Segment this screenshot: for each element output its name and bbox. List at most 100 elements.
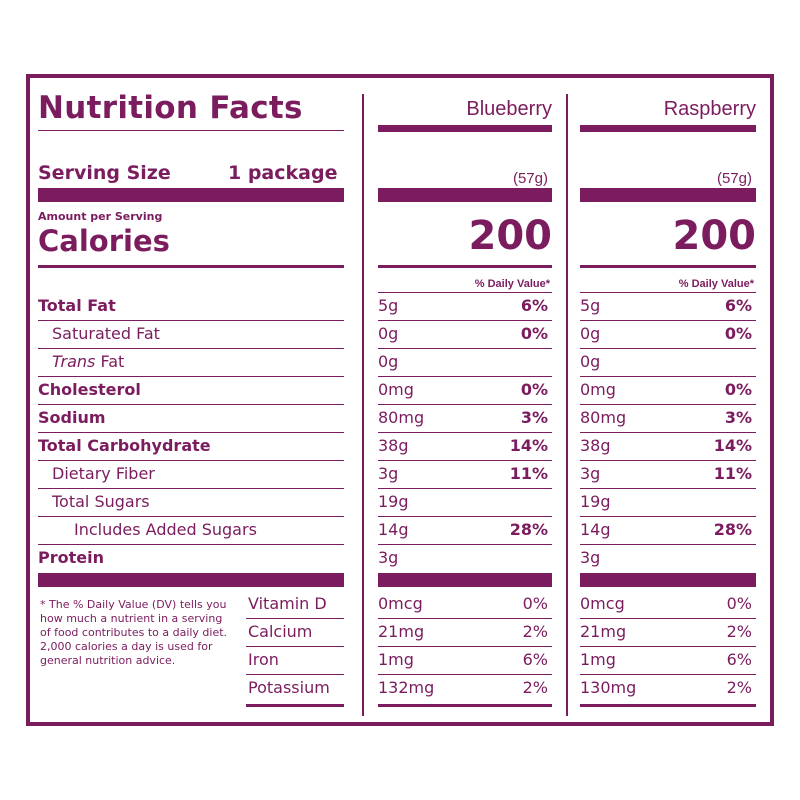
vitamin-label: Potassium [248, 678, 330, 697]
row-rule [580, 460, 756, 461]
nutrient-daily-value: 11% [713, 464, 752, 483]
row-rule [580, 376, 756, 377]
vitamin-row-rule [580, 618, 756, 619]
nutrient-daily-value: 0% [724, 324, 752, 343]
serving-bar [378, 188, 552, 202]
daily-value-footnote: * The % Daily Value (DV) tells you how m… [40, 598, 228, 667]
row-rule [580, 348, 756, 349]
row-rule [378, 404, 552, 405]
nutrient-daily-value: 14% [509, 436, 548, 455]
nutrient-amount: 0g [378, 324, 399, 343]
vitamin-bottom-rule [246, 704, 344, 707]
nutrient-amount: 14g [378, 520, 409, 539]
nutrient-amount: 0g [580, 324, 601, 343]
dv-header-rule [580, 292, 756, 293]
calories-value: 200 [672, 213, 757, 259]
panel-title: Nutrition Facts [38, 90, 303, 126]
row-rule [378, 320, 552, 321]
daily-value-header: % Daily Value* [678, 278, 754, 290]
vitamin-row-rule [246, 674, 344, 675]
vitamin-amount: 0mcg [580, 594, 625, 613]
serving-size-label: Serving Size [38, 162, 171, 184]
nutrient-amount: 80mg [580, 408, 627, 427]
serving-bar [580, 188, 756, 202]
row-rule [378, 488, 552, 489]
calories-rule [38, 265, 344, 268]
nutrient-daily-value: 28% [509, 520, 548, 539]
vitamin-amount: 21mg [378, 622, 425, 641]
row-rule [378, 348, 552, 349]
vitamin-row-rule [580, 674, 756, 675]
nutrient-label-text: Includes Added Sugars [74, 520, 257, 539]
vitamin-label: Vitamin D [248, 594, 327, 613]
nutrient-label-text: Protein [38, 548, 104, 567]
row-rule [580, 516, 756, 517]
protein-bar [580, 573, 756, 587]
nutrient-label-text: Total Carbohydrate [38, 436, 211, 455]
nutrient-label-text: Saturated Fat [52, 324, 160, 343]
flavor-name: Raspberry [663, 98, 756, 120]
row-rule [38, 404, 344, 405]
protein-bar [38, 573, 344, 587]
vitamin-row-rule [378, 646, 552, 647]
row-rule [38, 376, 344, 377]
nutrient-amount: 0g [580, 352, 601, 371]
nutrient-label: Sodium [38, 408, 106, 427]
nutrient-label-text: Fat [95, 352, 125, 371]
divider-left [362, 94, 364, 716]
nutrient-amount: 38g [378, 436, 409, 455]
nutrient-daily-value: 0% [724, 380, 752, 399]
vitamin-daily-value: 2% [522, 622, 548, 641]
nutrient-daily-value: 0% [520, 380, 548, 399]
nutrient-label: Saturated Fat [52, 324, 160, 343]
nutrient-daily-value: 14% [713, 436, 752, 455]
nutrient-amount: 38g [580, 436, 611, 455]
flavor-header-bar [378, 125, 552, 132]
vitamin-daily-value: 6% [726, 650, 752, 669]
row-rule [378, 516, 552, 517]
vitamin-daily-value: 2% [726, 622, 752, 641]
row-rule [580, 544, 756, 545]
vitamin-daily-value: 2% [726, 678, 752, 697]
nutrient-label: Total Fat [38, 296, 116, 315]
vitamin-amount: 1mg [378, 650, 414, 669]
vitamin-amount: 1mg [580, 650, 616, 669]
nutrient-label-text: Dietary Fiber [52, 464, 155, 483]
nutrient-daily-value: 11% [509, 464, 548, 483]
daily-value-header: % Daily Value* [474, 278, 550, 290]
serving-size-value: 1 package [228, 162, 338, 184]
vitamin-row-rule [580, 646, 756, 647]
nutrient-label-text: Sodium [38, 408, 106, 427]
vitamin-label: Calcium [248, 622, 313, 641]
vitamin-daily-value: 2% [522, 678, 548, 697]
row-rule [378, 432, 552, 433]
nutrient-amount: 80mg [378, 408, 425, 427]
nutrient-amount: 0g [378, 352, 399, 371]
serving-bar [38, 188, 344, 202]
nutrient-daily-value: 28% [713, 520, 752, 539]
nutrient-amount: 19g [378, 492, 409, 511]
title-rule [38, 130, 344, 131]
flavor-name: Blueberry [466, 98, 552, 120]
vitamin-label: Iron [248, 650, 279, 669]
vitamin-bottom-rule [378, 704, 552, 707]
vitamin-bottom-rule [580, 704, 756, 707]
nutrient-label-prefix: Trans [52, 352, 96, 371]
row-rule [378, 460, 552, 461]
vitamin-amount: 130mg [580, 678, 637, 697]
flavor-header-bar [580, 125, 756, 132]
nutrient-label: Trans Fat [52, 352, 124, 371]
nutrient-daily-value: 0% [520, 324, 548, 343]
nutrient-label-text: Total Fat [38, 296, 116, 315]
row-rule [580, 432, 756, 433]
vitamin-row-rule [246, 618, 344, 619]
row-rule [38, 544, 344, 545]
serving-weight: (57g) [716, 170, 752, 187]
vitamin-daily-value: 0% [726, 594, 752, 613]
row-rule [38, 516, 344, 517]
nutrient-amount: 3g [580, 464, 601, 483]
nutrient-amount: 19g [580, 492, 611, 511]
divider-right [566, 94, 568, 716]
row-rule [38, 348, 344, 349]
nutrient-label-text: Total Sugars [52, 492, 150, 511]
